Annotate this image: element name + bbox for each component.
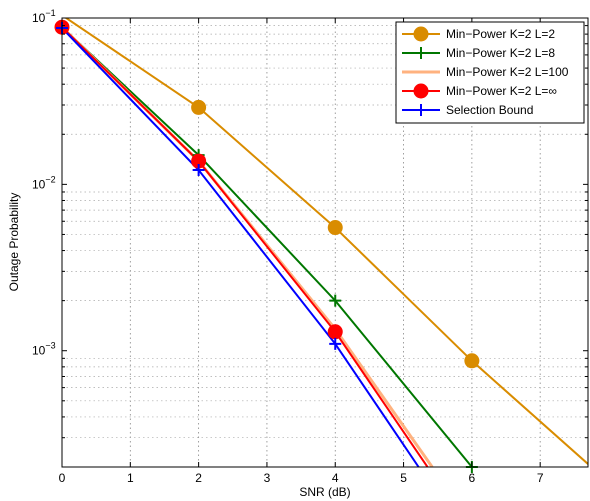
- legend-entry: Min−Power K=2 L=8: [446, 46, 555, 60]
- y-tick-label: 10−3: [32, 341, 56, 358]
- data-point-marker: [464, 353, 480, 369]
- y-tick-base: 10: [32, 177, 46, 191]
- x-tick-label: 7: [537, 471, 544, 485]
- data-point-marker: [415, 104, 427, 116]
- y-tick-exponent: −2: [45, 174, 55, 184]
- y-tick-labels: 10−110−210−3: [32, 8, 56, 358]
- legend-entry: Min−Power K=2 L=∞: [446, 84, 557, 98]
- data-point-marker: [413, 26, 429, 42]
- legend-entry: Min−Power K=2 L=2: [446, 27, 555, 41]
- minor-ticks: [61, 17, 588, 467]
- legend-entry: Min−Power K=2 L=100: [446, 65, 569, 79]
- grid: [62, 18, 588, 467]
- data-point-marker: [192, 163, 205, 176]
- y-tick-base: 10: [32, 344, 46, 358]
- data-point-marker: [329, 294, 342, 307]
- series-line: [62, 27, 420, 467]
- y-tick-base: 10: [32, 11, 46, 25]
- y-axis-label: Outage Probability: [7, 193, 21, 292]
- x-tick-label: 5: [400, 471, 407, 485]
- x-tick-label: 2: [195, 471, 202, 485]
- data-point-marker: [327, 324, 343, 340]
- x-tick-label: 3: [264, 471, 271, 485]
- x-tick-label: 0: [59, 471, 66, 485]
- x-tick-label: 6: [469, 471, 476, 485]
- series-line: [62, 26, 429, 467]
- data-point-marker: [415, 47, 427, 59]
- legend-entry: Selection Bound: [446, 103, 533, 117]
- y-tick-exponent: −1: [45, 8, 55, 18]
- y-tick-label: 10−1: [32, 8, 56, 25]
- plot-frame: [61, 17, 589, 468]
- x-tick-label: 1: [127, 471, 134, 485]
- data-point-marker: [191, 99, 207, 115]
- data-point-marker: [413, 83, 429, 99]
- x-axis-label: SNR (dB): [299, 485, 350, 499]
- series-line: [62, 26, 473, 467]
- y-tick-label: 10−2: [32, 174, 56, 191]
- x-tick-labels: 0 1 2 3 4 5 6 7: [59, 471, 544, 485]
- legend: Min−Power K=2 L=2 Min−Power K=2 L=8 Min−Po…: [395, 21, 585, 124]
- data-point-marker: [329, 337, 342, 350]
- markers-layer: [54, 19, 480, 473]
- data-point-marker: [327, 220, 343, 236]
- x-tick-label: 4: [332, 471, 339, 485]
- y-tick-exponent: −3: [45, 341, 55, 351]
